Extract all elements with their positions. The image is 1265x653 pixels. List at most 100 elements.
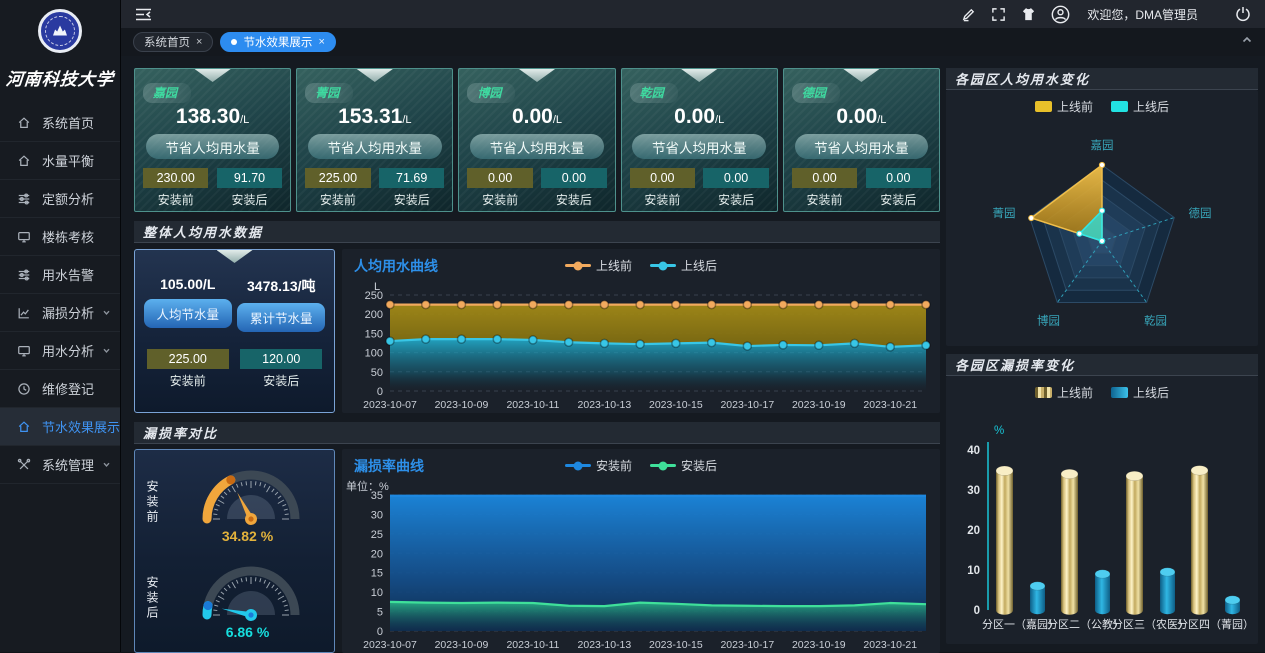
- legend-swatch: [1111, 101, 1128, 112]
- legend-item[interactable]: 上线前: [1035, 384, 1093, 401]
- park-before-value: 230.00: [143, 168, 208, 188]
- university-name: 河南科技大学: [0, 65, 121, 90]
- legend-item[interactable]: 上线后: [650, 257, 717, 274]
- svg-text:2023-10-13: 2023-10-13: [578, 399, 632, 411]
- legend-item[interactable]: 上线后: [1111, 384, 1169, 401]
- edit-icon[interactable]: [961, 7, 976, 22]
- sidebar-item-label: 楼栋考核: [42, 227, 94, 246]
- theme-icon[interactable]: [1021, 7, 1036, 22]
- park-before-value: 0.00: [630, 168, 695, 188]
- before-label: 安装前: [630, 191, 695, 208]
- section-radar-heading: 各园区人均用水变化: [946, 68, 1258, 90]
- legend-swatch: [1035, 101, 1052, 112]
- saving-per-capita-button[interactable]: 节省人均用水量: [146, 134, 279, 159]
- overall-after-value: 120.00: [240, 349, 322, 369]
- svg-text:分区四（菁园）: 分区四（菁园）: [1177, 618, 1254, 631]
- legend-item[interactable]: 安装后: [650, 457, 717, 474]
- svg-text:2023-10-09: 2023-10-09: [435, 639, 489, 651]
- tab-2[interactable]: 节水效果展示×: [220, 32, 335, 52]
- legend-item[interactable]: 上线前: [565, 257, 632, 274]
- fullscreen-icon[interactable]: [991, 7, 1006, 22]
- svg-text:100: 100: [365, 348, 383, 360]
- legend-item[interactable]: 上线前: [1035, 98, 1093, 115]
- sidebar-item-8[interactable]: 维修登记: [0, 370, 120, 408]
- leakage-gauges-card: 安装前 34.82 % 安装后 6.86 %: [134, 449, 335, 653]
- tab-close-icon[interactable]: ×: [318, 36, 324, 48]
- sidebar-item-5[interactable]: 用水告警: [0, 256, 120, 294]
- sidebar-item-label: 用水告警: [42, 265, 94, 284]
- svg-text:30: 30: [967, 485, 980, 497]
- svg-text:2023-10-09: 2023-10-09: [435, 399, 489, 411]
- park-name-badge: 菁园: [305, 83, 353, 103]
- sidebar-item-10[interactable]: 系统管理: [0, 446, 120, 484]
- svg-text:2023-10-11: 2023-10-11: [506, 399, 559, 411]
- sidebar-item-4[interactable]: 楼栋考核: [0, 218, 120, 256]
- legend-swatch: [650, 464, 676, 467]
- legend-item[interactable]: 安装前: [565, 457, 632, 474]
- sidebar-item-label: 水量平衡: [42, 151, 94, 170]
- before-label: 安装前: [147, 372, 229, 389]
- legend-swatch: [565, 464, 591, 467]
- sidebar-item-9[interactable]: 节水效果展示: [0, 408, 120, 446]
- chevron-down-icon: [102, 308, 111, 317]
- legend-swatch: [650, 264, 676, 267]
- active-tab-dot: [231, 39, 237, 45]
- svg-text:2023-10-19: 2023-10-19: [792, 399, 846, 411]
- avatar-icon[interactable]: [1051, 5, 1070, 24]
- collapse-sidebar-icon[interactable]: [135, 7, 152, 22]
- sidebar-item-1[interactable]: 系统首页: [0, 104, 120, 142]
- saving-per-capita-button[interactable]: 节省人均用水量: [795, 134, 928, 159]
- sidebar-item-label: 维修登记: [42, 379, 94, 398]
- per-capita-saving-button[interactable]: 人均节水量: [144, 299, 232, 328]
- park-name-badge: 乾园: [630, 83, 678, 103]
- sidebar-item-7[interactable]: 用水分析: [0, 332, 120, 370]
- svg-text:200: 200: [365, 309, 383, 321]
- park-before-value: 0.00: [792, 168, 857, 188]
- tab-bar: 系统首页×节水效果展示×: [121, 28, 1265, 56]
- total-saving-button[interactable]: 累计节水量: [237, 303, 325, 332]
- power-icon[interactable]: [1235, 6, 1251, 22]
- card-notch: [681, 69, 717, 82]
- tab-1[interactable]: 系统首页 ×: [133, 32, 213, 52]
- sliders-icon: [17, 268, 31, 282]
- sidebar-item-6[interactable]: 漏损分析: [0, 294, 120, 332]
- chart-legend: 上线前 上线后: [946, 98, 1258, 115]
- svg-text:15: 15: [371, 568, 383, 580]
- after-label: 安装后: [541, 191, 606, 208]
- section-leakage-heading: 漏损率对比: [134, 422, 940, 444]
- legend-item[interactable]: 上线后: [1111, 98, 1169, 115]
- saving-per-capita-button[interactable]: 节省人均用水量: [632, 134, 765, 159]
- sliders-icon: [17, 192, 31, 206]
- sidebar-item-2[interactable]: 水量平衡: [0, 142, 120, 180]
- saving-per-capita-button[interactable]: 节省人均用水量: [470, 134, 603, 159]
- park-after-value: 0.00: [866, 168, 931, 188]
- saving-per-capita-button[interactable]: 节省人均用水量: [308, 134, 441, 159]
- legend-label: 安装前: [596, 457, 632, 474]
- svg-text:20: 20: [967, 525, 980, 537]
- home-icon: [17, 116, 31, 130]
- monitor-icon: [17, 344, 31, 358]
- after-label: 安装后: [217, 191, 282, 208]
- svg-text:2023-10-13: 2023-10-13: [578, 639, 632, 651]
- tab-close-icon[interactable]: ×: [196, 36, 202, 48]
- svg-text:150: 150: [365, 328, 383, 340]
- legend-label: 安装后: [681, 457, 717, 474]
- sidebar-item-label: 系统首页: [42, 113, 94, 132]
- park-name-badge: 嘉园: [143, 83, 191, 103]
- tabs-collapse-icon[interactable]: [1241, 33, 1253, 51]
- legend-label: 上线前: [1057, 384, 1093, 401]
- svg-text:博园: 博园: [1037, 315, 1060, 328]
- tab-label: 系统首页: [144, 34, 190, 50]
- svg-text:2023-10-21: 2023-10-21: [863, 399, 917, 411]
- overall-summary-card: 105.00/L 人均节水量 3478.13/吨 累计节水量 225.00 安装…: [134, 249, 335, 413]
- park-saving-value: 0.00/L: [784, 105, 939, 129]
- sidebar-item-3[interactable]: 定额分析: [0, 180, 120, 218]
- svg-text:2023-10-15: 2023-10-15: [649, 639, 703, 651]
- svg-text:40: 40: [967, 445, 980, 457]
